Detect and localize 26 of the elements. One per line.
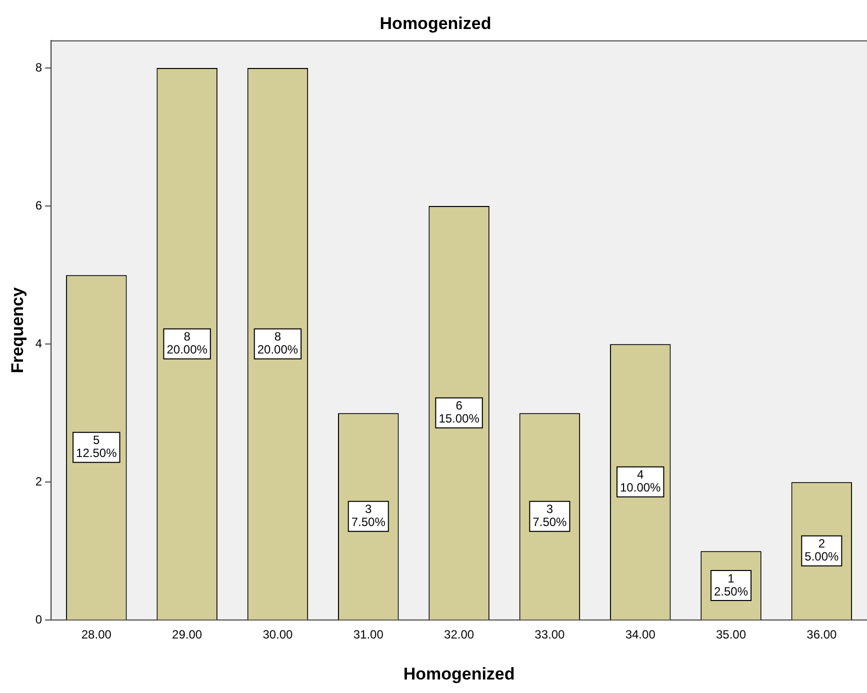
y-tick-label: 0 [35,612,42,627]
data-label: 2 5.00% [804,536,840,564]
x-tick-label: 36.00 [806,628,838,642]
data-label: 6 15.00% [438,398,480,426]
data-label: 3 7.50% [351,502,386,530]
x-tick-label: 35.00 [716,628,746,642]
data-label: 1 2.50% [714,571,748,598]
data-label: 3 7.50% [532,502,568,530]
y-tick-label: 6 [35,198,42,212]
x-tick-label: 33.00 [534,628,566,642]
y-axis-title: Frequency [8,286,27,374]
data-label: 8 20.00% [166,330,208,357]
y-tick-label: 2 [35,474,42,488]
x-axis-title: Homogenized [403,664,515,684]
data-label: 8 20.00% [257,330,298,357]
x-tick-label: 31.00 [353,628,384,642]
x-tick-label: 32.00 [444,628,474,642]
chart-title: Homogenized [380,14,492,33]
x-tick-label: 28.00 [81,628,112,642]
y-tick-label: 8 [35,60,42,74]
y-tick-label: 4 [35,336,42,350]
x-tick-label: 29.00 [172,628,202,642]
data-label: 4 10.00% [620,468,662,495]
x-tick-label: 34.00 [625,628,656,642]
data-label: 5 12.50% [76,433,118,460]
x-tick-label: 30.00 [262,628,294,642]
